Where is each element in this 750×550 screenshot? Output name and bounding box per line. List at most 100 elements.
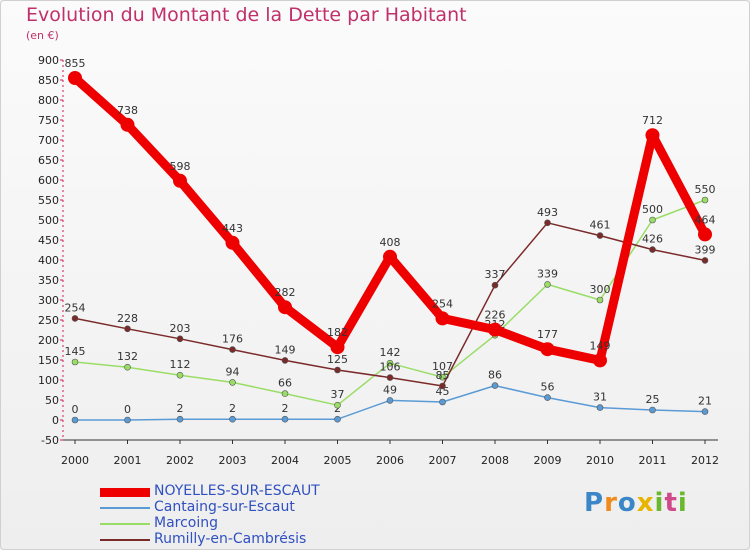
data-point [544, 281, 551, 288]
data-label: 86 [488, 369, 502, 382]
data-point [439, 373, 446, 381]
y-tick-label: 150 [38, 354, 59, 367]
y-tick-label: 550 [38, 194, 59, 207]
data-point [596, 404, 604, 411]
y-tick-label: 100 [38, 374, 59, 387]
data-point [649, 406, 656, 414]
legend-label: NOYELLES-SUR-ESCAUT [154, 483, 320, 499]
data-label: 712 [642, 114, 663, 127]
y-tick-label: 500 [38, 214, 59, 227]
data-label: 0 [72, 403, 79, 416]
data-label: 443 [222, 222, 243, 235]
data-label: 125 [327, 353, 348, 366]
logo-letter: i [677, 488, 688, 518]
data-label: 855 [65, 57, 86, 70]
data-label: 408 [380, 236, 401, 249]
legend-label: Marcoing [154, 515, 219, 531]
y-tick-label: 600 [38, 174, 59, 187]
x-tick-label: 2001 [114, 454, 142, 467]
chart-legend: NOYELLES-SUR-ESCAUT Cantaing-sur-Escaut Ma… [100, 483, 400, 548]
data-label: 282 [275, 286, 296, 299]
x-tick-label: 2002 [166, 454, 194, 467]
proxiti-logo: Proxiti [584, 488, 688, 518]
data-point [593, 353, 607, 368]
data-label: 177 [537, 328, 558, 341]
data-point [649, 246, 656, 253]
data-point [334, 401, 341, 409]
legend-swatch [100, 487, 150, 497]
y-tick-label: 450 [38, 234, 59, 247]
legend-swatch [100, 507, 150, 509]
data-label: 493 [537, 206, 558, 219]
data-point [176, 371, 184, 379]
data-label: 149 [590, 339, 611, 352]
data-label: 31 [593, 391, 607, 404]
x-tick-label: 2003 [219, 454, 247, 467]
data-label: 226 [485, 309, 506, 322]
data-label: 94 [226, 365, 240, 378]
data-label: 461 [590, 219, 611, 232]
data-point [544, 219, 551, 227]
data-label: 21 [698, 395, 712, 408]
data-label: 107 [432, 360, 453, 373]
data-label: 85 [436, 369, 450, 382]
data-label: 132 [117, 350, 138, 363]
data-label: 464 [695, 213, 716, 226]
data-point [176, 415, 184, 423]
data-point [281, 390, 289, 397]
legend-label: Rumilly-en-Cambrésis [154, 531, 307, 547]
y-tick-label: 750 [38, 114, 59, 127]
data-point [383, 249, 397, 264]
logo-letter: o [617, 488, 637, 518]
data-point [176, 335, 184, 343]
data-label: 500 [642, 203, 663, 216]
data-label: 2 [177, 402, 184, 415]
data-label: 149 [275, 343, 296, 356]
y-tick-label: 50 [45, 394, 59, 407]
y-tick-label: 700 [38, 134, 59, 147]
legend-item: Cantaing-sur-Escaut [100, 499, 400, 516]
legend-item: Rumilly-en-Cambrésis [100, 531, 400, 548]
y-tick-label: 250 [38, 314, 59, 327]
data-label: 182 [327, 326, 348, 339]
data-label: 56 [541, 381, 555, 394]
x-tick-label: 2009 [534, 454, 562, 467]
data-point [330, 340, 345, 355]
data-point [281, 357, 289, 364]
data-point [596, 296, 604, 304]
data-label: 0 [124, 403, 131, 416]
data-point [120, 117, 135, 132]
x-tick-label: 2006 [376, 454, 404, 467]
data-point [386, 359, 394, 367]
data-label: 254 [65, 301, 86, 314]
x-tick-label: 2000 [61, 454, 89, 467]
data-label: 738 [117, 104, 138, 117]
data-point [71, 358, 79, 366]
x-tick-label: 2012 [691, 454, 719, 467]
y-tick-label: 200 [38, 334, 59, 347]
y-tick-label: 350 [38, 274, 59, 287]
legend-swatch [100, 523, 150, 525]
chart-title: Evolution du Montant de la Dette par Hab… [26, 4, 467, 26]
data-label: 300 [590, 283, 611, 296]
data-label: 2 [282, 402, 289, 415]
data-point [649, 216, 656, 224]
data-point [68, 71, 82, 85]
data-label: 399 [695, 243, 716, 256]
x-tick-label: 2010 [586, 454, 614, 467]
x-tick-label: 2005 [324, 454, 352, 467]
data-point [698, 227, 712, 242]
data-label: 176 [222, 333, 243, 346]
data-point [71, 416, 79, 424]
data-label: 598 [170, 160, 191, 173]
series-line-0 [70, 73, 710, 365]
data-label: 49 [383, 383, 397, 396]
data-point [124, 363, 131, 371]
logo-letter: i [654, 488, 665, 518]
legend-item: NOYELLES-SUR-ESCAUT [100, 483, 400, 500]
logo-letter: x [636, 488, 655, 518]
data-label: 45 [436, 385, 450, 398]
x-tick-label: 2011 [639, 454, 667, 467]
y-tick-label: -50 [41, 434, 59, 447]
